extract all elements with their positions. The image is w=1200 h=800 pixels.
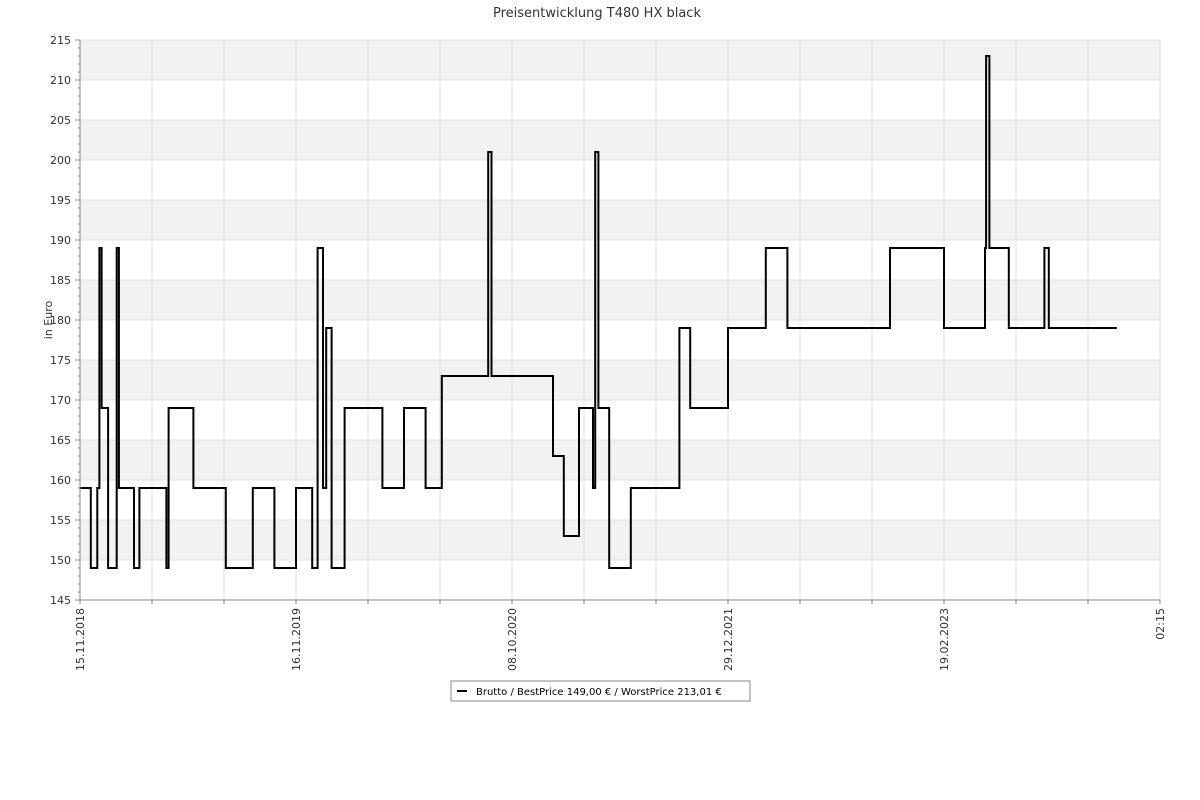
y-tick-label: 170 [50, 394, 71, 407]
y-tick-label: 205 [50, 114, 71, 127]
x-tick-label: 16.11.2019 [290, 608, 303, 671]
x-tick-label: 19.02.2023 [938, 608, 951, 671]
legend: Brutto / BestPrice 149,00 € / WorstPrice… [450, 680, 751, 702]
y-tick-label: 165 [50, 434, 71, 447]
grid-band [80, 480, 1160, 520]
y-axis-ticks: 145 150 155 160 165 170 175 180 185 190 195 200 205 2… [50, 34, 80, 607]
y-tick-label: 175 [50, 354, 71, 367]
grid-band [80, 80, 1160, 120]
y-axis-label: in Euro [42, 301, 55, 340]
grid-band [80, 120, 1160, 160]
y-tick-label: 215 [50, 34, 71, 47]
y-tick-label: 160 [50, 474, 71, 487]
grid-band [80, 200, 1160, 240]
chart-title: Preisentwicklung T480 HX black [493, 6, 701, 21]
x-tick-label: 08.10.2020 [506, 608, 519, 671]
legend-label: Brutto / BestPrice 149,00 € / WorstPrice… [476, 687, 722, 698]
background-bands [80, 40, 1160, 600]
x-tick-label: 15.11.2018 [74, 608, 87, 671]
grid-band [80, 240, 1160, 280]
grid-band [80, 400, 1160, 440]
grid-band [80, 40, 1160, 80]
y-tick-label: 150 [50, 554, 71, 567]
y-tick-label: 200 [50, 154, 71, 167]
y-tick-label: 195 [50, 194, 71, 207]
grid-band [80, 160, 1160, 200]
y-tick-label: 145 [50, 594, 71, 607]
grid-band [80, 520, 1160, 560]
grid-band [80, 320, 1160, 360]
y-tick-label: 155 [50, 514, 71, 527]
legend-box [450, 680, 751, 702]
grid-band [80, 560, 1160, 600]
x-tick-label: 29.12.2021 [722, 608, 735, 671]
y-tick-label: 190 [50, 234, 71, 247]
grid-band [80, 280, 1160, 320]
x-tick-label: 02:15 [1154, 608, 1167, 640]
series-line [80, 55, 1117, 569]
grid-band [80, 360, 1160, 400]
x-axis-ticks: 15.11.2018 16.11.2019 08.10.2020 29.12.2021… [74, 600, 1167, 671]
y-tick-label: 210 [50, 74, 71, 87]
horizontal-gridlines [80, 39, 1160, 601]
grid-band [80, 440, 1160, 480]
y-tick-label: 185 [50, 274, 71, 287]
y-tick-label: 180 [50, 314, 71, 327]
series-layer [80, 55, 1117, 569]
